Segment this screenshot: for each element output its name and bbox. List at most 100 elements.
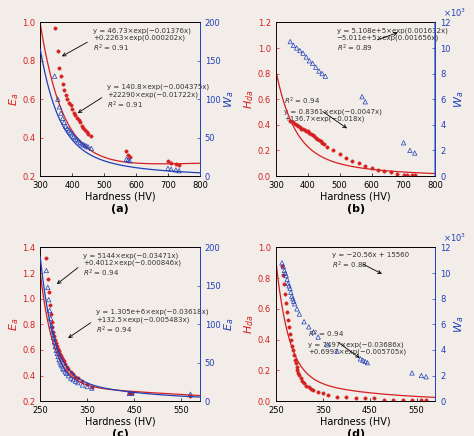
Point: [76, 139, 84, 146]
Point: [314, 388, 322, 395]
Point: [290, 42, 297, 49]
Point: [167, 159, 175, 166]
Point: [59, 364, 66, 371]
Point: [314, 334, 322, 341]
Point: [343, 393, 350, 400]
Point: [307, 130, 315, 137]
Point: [167, 166, 175, 173]
Point: [65, 99, 73, 106]
Point: [124, 157, 132, 164]
Text: y = 140.8×exp(−0.004375x)
+22290×exp(−0.01722x)
$R^2$ = 0.91: y = 140.8×exp(−0.004375x) +22290×exp(−0.…: [107, 84, 210, 111]
Point: [289, 295, 297, 302]
Point: [291, 300, 299, 307]
Point: [319, 70, 326, 77]
Point: [307, 385, 315, 392]
Point: [57, 109, 65, 116]
Point: [73, 136, 81, 143]
Point: [324, 341, 331, 348]
Text: ×10$^3$: ×10$^3$: [443, 7, 466, 19]
Point: [310, 328, 317, 335]
Point: [302, 54, 310, 61]
Point: [172, 167, 180, 174]
Point: [81, 142, 89, 149]
Point: [299, 50, 307, 57]
Text: ×10$^3$: ×10$^3$: [443, 232, 466, 244]
Y-axis label: $W_a$: $W_a$: [222, 91, 236, 108]
Point: [283, 309, 291, 316]
Point: [84, 130, 92, 137]
Point: [63, 370, 70, 377]
Y-axis label: $H_{da}$: $H_{da}$: [243, 314, 256, 334]
Point: [54, 350, 61, 357]
Point: [315, 137, 323, 144]
Point: [75, 117, 82, 124]
Point: [321, 73, 329, 80]
Point: [294, 123, 302, 129]
Point: [403, 171, 410, 178]
Point: [284, 316, 292, 323]
Point: [79, 377, 86, 384]
Point: [336, 151, 344, 158]
Y-axis label: $H_{da}$: $H_{da}$: [243, 89, 256, 109]
Point: [304, 128, 311, 135]
Point: [312, 64, 319, 71]
Point: [83, 128, 91, 135]
Point: [297, 375, 305, 382]
Point: [43, 254, 50, 261]
Point: [175, 161, 183, 168]
Point: [56, 350, 64, 357]
Point: [83, 381, 91, 388]
Point: [364, 359, 371, 366]
Point: [45, 296, 53, 303]
Y-axis label: $E_a$: $E_a$: [222, 318, 236, 331]
Point: [390, 396, 397, 403]
Point: [285, 324, 293, 331]
Point: [309, 60, 316, 67]
Point: [400, 171, 407, 178]
Point: [356, 355, 364, 362]
Point: [46, 302, 54, 309]
Point: [291, 356, 299, 363]
Point: [310, 387, 317, 394]
Point: [60, 366, 67, 373]
Point: [278, 262, 286, 269]
Point: [286, 38, 294, 45]
Point: [283, 272, 290, 279]
Point: [59, 115, 66, 122]
Point: [283, 299, 290, 306]
Point: [52, 336, 59, 343]
Point: [301, 126, 309, 133]
Point: [315, 68, 323, 75]
Point: [306, 129, 313, 136]
Point: [302, 382, 310, 389]
Point: [50, 334, 57, 341]
Point: [60, 358, 67, 365]
Point: [64, 125, 71, 132]
Y-axis label: $W_a$: $W_a$: [452, 91, 466, 108]
Point: [51, 73, 58, 80]
Point: [292, 359, 300, 366]
Point: [51, 25, 58, 32]
Point: [75, 137, 82, 144]
Point: [323, 143, 331, 150]
Point: [285, 283, 293, 290]
Point: [296, 371, 303, 378]
Point: [289, 347, 297, 354]
X-axis label: Hardness (HV): Hardness (HV): [320, 416, 391, 426]
Point: [55, 103, 63, 110]
Point: [361, 395, 369, 402]
Point: [45, 289, 53, 296]
Point: [333, 347, 341, 354]
Point: [67, 375, 74, 382]
Text: (b): (b): [346, 204, 365, 214]
Point: [312, 134, 319, 141]
Point: [68, 106, 76, 112]
Point: [60, 86, 68, 93]
Text: y = 5144×exp(−0.03471x)
+0.4012×exp(−0.000846x)
$R^2$ = 0.94: y = 5144×exp(−0.03471x) +0.4012×exp(−0.0…: [83, 252, 182, 279]
Point: [305, 324, 312, 330]
Point: [286, 118, 294, 125]
Point: [70, 109, 78, 116]
Point: [44, 284, 52, 291]
Point: [50, 328, 57, 335]
Point: [187, 391, 194, 398]
